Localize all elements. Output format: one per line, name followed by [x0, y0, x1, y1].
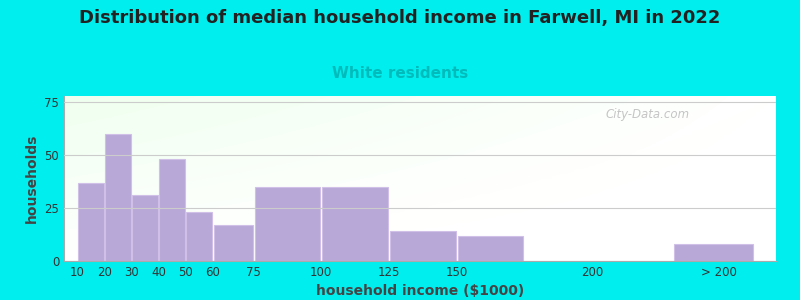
- Bar: [458, 236, 523, 261]
- Bar: [78, 183, 104, 261]
- Text: White residents: White residents: [332, 66, 468, 81]
- Y-axis label: households: households: [25, 134, 38, 223]
- Bar: [186, 212, 213, 261]
- Text: City-Data.com: City-Data.com: [605, 107, 690, 121]
- Bar: [254, 187, 320, 261]
- Bar: [105, 134, 131, 261]
- Bar: [214, 225, 253, 261]
- X-axis label: household income ($1000): household income ($1000): [316, 284, 524, 298]
- Bar: [322, 187, 388, 261]
- Bar: [674, 244, 753, 261]
- Bar: [159, 160, 186, 261]
- Text: Distribution of median household income in Farwell, MI in 2022: Distribution of median household income …: [79, 9, 721, 27]
- Bar: [390, 231, 455, 261]
- Bar: [132, 195, 158, 261]
